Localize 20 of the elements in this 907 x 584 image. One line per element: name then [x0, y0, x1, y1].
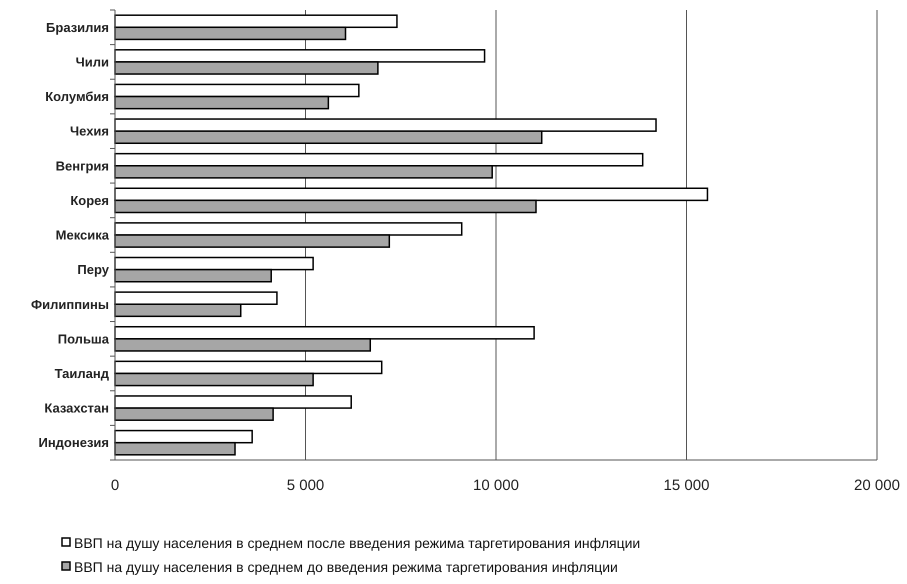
y-tick-label: Таиланд — [54, 366, 110, 382]
y-tick-label: Индонезия — [38, 435, 109, 450]
y-tick-label: Чехия — [70, 124, 109, 139]
y-tick-label: Мексика — [56, 228, 110, 243]
y-tick-label: Корея — [70, 192, 109, 208]
x-tick-label: 15 000 — [664, 477, 710, 494]
y-tick-label: Бразилия — [46, 20, 109, 35]
y-tick-label: Чили — [76, 54, 109, 70]
y-tick-label: Колумбия — [45, 89, 109, 104]
x-tick-label: 5 000 — [286, 477, 324, 494]
y-tick-label: Польша — [58, 331, 110, 346]
x-tick-label: 20 000 — [854, 477, 900, 494]
y-tick-label: Венгрия — [56, 158, 109, 174]
legend-label: ВВП на душу населения в среднем после введения режима таргетирования инфляции — [74, 534, 640, 551]
x-tick-label: 10 000 — [473, 477, 519, 494]
legend-label: ВВП на душу населения в среднем до введения режима таргетирования инфляции — [74, 558, 618, 575]
y-tick-label: Казахстан — [44, 400, 109, 416]
y-tick-label: Филиппины — [31, 296, 109, 312]
x-tick-label: 0 — [110, 477, 120, 494]
y-tick-label: Перу — [77, 262, 110, 278]
